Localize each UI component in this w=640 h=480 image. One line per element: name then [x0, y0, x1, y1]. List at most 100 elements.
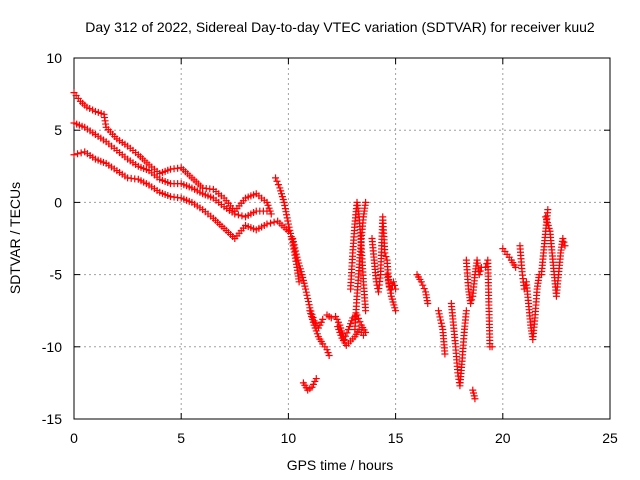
chart-title: Day 312 of 2022, Sidereal Day-to-day VTE…	[85, 19, 595, 35]
data-point	[234, 211, 242, 219]
axis-ticks	[73, 57, 611, 420]
y-tick-label: -10	[42, 339, 62, 355]
data-point	[304, 294, 312, 302]
data-point	[273, 177, 281, 185]
data-point	[476, 267, 484, 275]
data-point	[77, 149, 85, 157]
x-tick-label: 25	[602, 430, 618, 446]
data-point	[342, 332, 350, 340]
data-point	[385, 280, 393, 288]
data-point	[384, 277, 392, 285]
data-point	[437, 319, 445, 327]
data-point	[420, 285, 428, 293]
data-point	[281, 201, 289, 209]
data-point	[267, 210, 275, 218]
data-point	[362, 307, 370, 315]
data-point	[383, 271, 391, 279]
y-tick-label: 10	[46, 50, 62, 66]
data-point	[282, 208, 290, 216]
data-point	[290, 241, 298, 249]
data-point	[303, 291, 311, 299]
data-point	[441, 350, 449, 358]
y-tick-label: -5	[50, 267, 63, 283]
y-tick-label: -15	[42, 411, 62, 427]
data-point	[274, 181, 282, 189]
data-point	[263, 220, 271, 228]
data-point	[424, 299, 432, 307]
data-point	[561, 242, 569, 250]
data-point	[384, 274, 392, 282]
data-point	[467, 299, 475, 307]
data-point	[385, 283, 393, 291]
x-tick-label: 15	[388, 430, 404, 446]
data-point	[74, 150, 82, 158]
data-point	[289, 238, 297, 246]
data-point	[292, 250, 300, 258]
data-point	[362, 198, 370, 206]
x-axis-label: GPS time / hours	[287, 457, 394, 473]
data-point	[70, 151, 78, 159]
data-point	[559, 235, 567, 242]
data-point	[435, 310, 443, 318]
data-point	[434, 307, 442, 315]
data-point	[289, 235, 297, 242]
data-point	[359, 331, 367, 339]
data-point	[462, 307, 470, 315]
plot-frame	[73, 57, 611, 420]
data-point	[285, 223, 293, 231]
data-point	[438, 322, 446, 330]
data-point	[302, 285, 310, 293]
data-point	[471, 395, 479, 403]
data-point	[391, 281, 399, 289]
data-point	[283, 211, 291, 219]
data-point	[295, 278, 303, 286]
y-tick-label: 5	[54, 122, 62, 138]
data-point	[392, 307, 400, 315]
data-point	[312, 375, 320, 383]
data-point	[512, 263, 520, 271]
data-point	[386, 286, 394, 294]
x-tick-label: 5	[177, 430, 185, 446]
x-tick-labels: 0 5 10 15 20 25	[70, 430, 618, 446]
data-point	[305, 301, 313, 309]
data-point	[392, 285, 400, 293]
data-point	[302, 288, 310, 296]
y-tick-labels: -15 -10 -5 0 5 10	[42, 50, 62, 427]
data-point	[387, 289, 395, 297]
data-point	[389, 278, 397, 286]
data-point	[436, 313, 444, 321]
data-point	[291, 244, 299, 252]
data-point	[270, 218, 278, 226]
data-point	[292, 247, 300, 255]
data-point	[286, 226, 294, 234]
data-point	[382, 253, 390, 261]
data-point	[267, 219, 275, 227]
x-tick-label: 20	[495, 430, 511, 446]
data-point	[356, 318, 364, 326]
y-tick-label: 0	[54, 194, 62, 210]
x-tick-label: 10	[281, 430, 297, 446]
data-point	[437, 316, 445, 324]
data-point	[280, 198, 288, 206]
x-tick-label: 0	[70, 430, 78, 446]
data-point	[284, 220, 292, 228]
data-point	[419, 281, 427, 289]
data-point	[284, 217, 292, 225]
data-point	[231, 210, 239, 218]
data-marks	[70, 89, 569, 403]
data-point	[272, 174, 280, 182]
data-point	[325, 351, 333, 359]
data-point	[238, 212, 246, 220]
data-point	[381, 249, 389, 257]
data-point	[343, 329, 351, 337]
data-point	[544, 206, 552, 214]
grid	[74, 58, 610, 419]
data-point	[304, 298, 312, 306]
data-point	[475, 271, 483, 279]
data-point	[263, 207, 271, 215]
data-point	[468, 296, 476, 304]
data-point	[560, 238, 568, 246]
y-axis-label: SDTVAR / TECUs	[7, 182, 23, 294]
data-point	[488, 343, 496, 351]
